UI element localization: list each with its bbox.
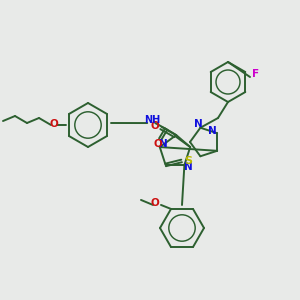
Text: O: O (50, 119, 58, 129)
Text: NH: NH (144, 115, 160, 125)
Text: O: O (154, 139, 163, 149)
Text: N: N (184, 162, 193, 172)
Text: O: O (151, 121, 159, 131)
Text: N: N (194, 119, 203, 129)
Text: F: F (252, 69, 260, 79)
Text: O: O (151, 198, 159, 208)
Text: N: N (208, 126, 217, 136)
Text: N: N (159, 139, 168, 149)
Text: S: S (184, 156, 193, 166)
